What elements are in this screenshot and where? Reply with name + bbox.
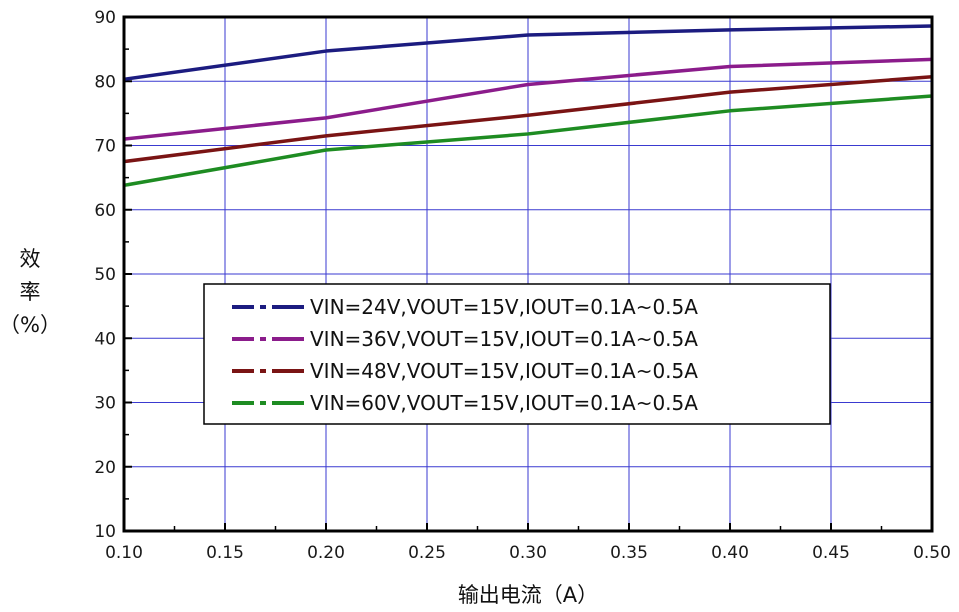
legend-item: VIN=24V,VOUT=15V,IOUT=0.1A~0.5A [232,295,698,319]
legend-label: VIN=60V,VOUT=15V,IOUT=0.1A~0.5A [310,391,698,415]
legend-label: VIN=48V,VOUT=15V,IOUT=0.1A~0.5A [310,359,698,383]
y-tick-label: 30 [94,394,116,414]
y-tick-label: 50 [94,265,116,285]
legend-label: VIN=24V,VOUT=15V,IOUT=0.1A~0.5A [310,295,698,319]
y-tick-label: 60 [94,201,116,221]
y-axis-title-char-1: 效 [20,247,41,271]
series-line-3 [123,75,933,164]
x-tick-label: 0.45 [812,543,850,563]
y-tick-label: 40 [94,329,116,349]
y-tick-label: 70 [94,137,116,157]
x-tick-labels: 0.10 0.15 0.20 0.25 0.30 0.35 0.40 0.45 0.50 [105,543,951,563]
x-tick-label: 0.20 [307,543,345,563]
x-tick-label: 0.15 [206,543,244,563]
legend-item: VIN=60V,VOUT=15V,IOUT=0.1A~0.5A [232,391,698,415]
legend-item: VIN=36V,VOUT=15V,IOUT=0.1A~0.5A [232,327,698,351]
legend: VIN=24V,VOUT=15V,IOUT=0.1A~0.5A VIN=36V,V… [203,283,831,425]
y-tick-label: 10 [94,522,116,542]
y-tick-labels: 10 20 30 40 50 60 70 80 90 [94,8,116,542]
x-tick-label: 0.30 [509,543,547,563]
x-tick-label: 0.25 [408,543,446,563]
series-line-2 [123,57,933,141]
legend-item: VIN=48V,VOUT=15V,IOUT=0.1A~0.5A [232,359,698,383]
x-tick-label: 0.35 [610,543,648,563]
legend-items: VIN=24V,VOUT=15V,IOUT=0.1A~0.5A VIN=36V,V… [232,295,698,415]
plot-frame [122,15,934,533]
y-tick-label: 80 [94,72,116,92]
x-tick-label: 0.10 [105,543,143,563]
legend-box [203,283,831,425]
legend-label: VIN=36V,VOUT=15V,IOUT=0.1A~0.5A [310,327,698,351]
y-axis-title-char-2: 率 [20,280,41,304]
x-axis-title: 输出电流（A） [458,583,598,607]
x-tick-label: 0.40 [711,543,749,563]
series-line-4 [123,94,933,188]
series-lines [123,24,933,188]
y-tick-label: 20 [94,458,116,478]
series-line-1 [123,24,933,82]
x-tick-label: 0.50 [913,543,951,563]
y-tick-label: 90 [94,8,116,28]
y-axis-title-unit: （%） [0,313,61,337]
